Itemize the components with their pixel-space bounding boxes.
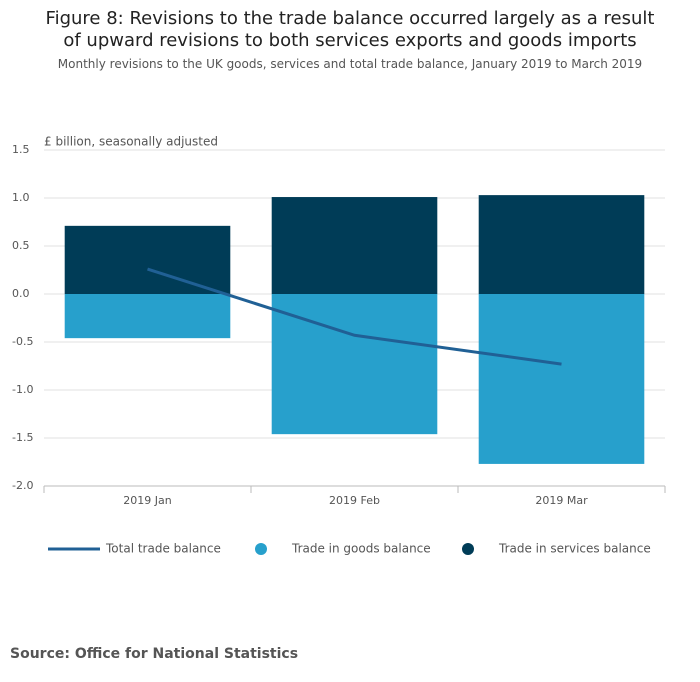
chart-subtitle: Monthly revisions to the UK goods, servi… <box>57 57 643 71</box>
bar <box>64 294 231 339</box>
legend-label: Total trade balance <box>105 542 221 556</box>
y-tick-label: 0.0 <box>12 287 30 300</box>
y-tick-label: -0.5 <box>12 335 33 348</box>
x-tick-label: 2019 Jan <box>123 494 171 507</box>
y-axis-label: £ billion, seasonally adjusted <box>44 135 218 149</box>
y-tick-label: -1.5 <box>12 431 33 444</box>
x-tick-label: 2019 Mar <box>535 494 588 507</box>
y-tick-label: -1.0 <box>12 383 33 396</box>
bar <box>478 294 645 464</box>
y-tick-label: 1.5 <box>12 143 30 156</box>
y-tick-label: 0.5 <box>12 239 30 252</box>
chart: £ billion, seasonally adjusted 1.5 1.0 0.5… <box>12 135 666 556</box>
legend-swatch <box>462 543 474 555</box>
bar <box>478 195 645 294</box>
legend-swatch <box>255 543 267 555</box>
source: Source: Office for National Statistics <box>10 646 299 662</box>
y-tick-label: 1.0 <box>12 191 30 204</box>
chart-title: Figure 8: Revisions to the trade balance… <box>45 8 655 51</box>
y-tick-label: -2.0 <box>12 479 33 492</box>
bar <box>271 197 438 294</box>
x-tick-label: 2019 Feb <box>329 494 380 507</box>
legend-label: Trade in goods balance <box>291 542 431 556</box>
legend-label: Trade in services balance <box>498 542 651 556</box>
line <box>147 267 562 366</box>
bar <box>64 225 231 294</box>
bar <box>271 294 438 435</box>
